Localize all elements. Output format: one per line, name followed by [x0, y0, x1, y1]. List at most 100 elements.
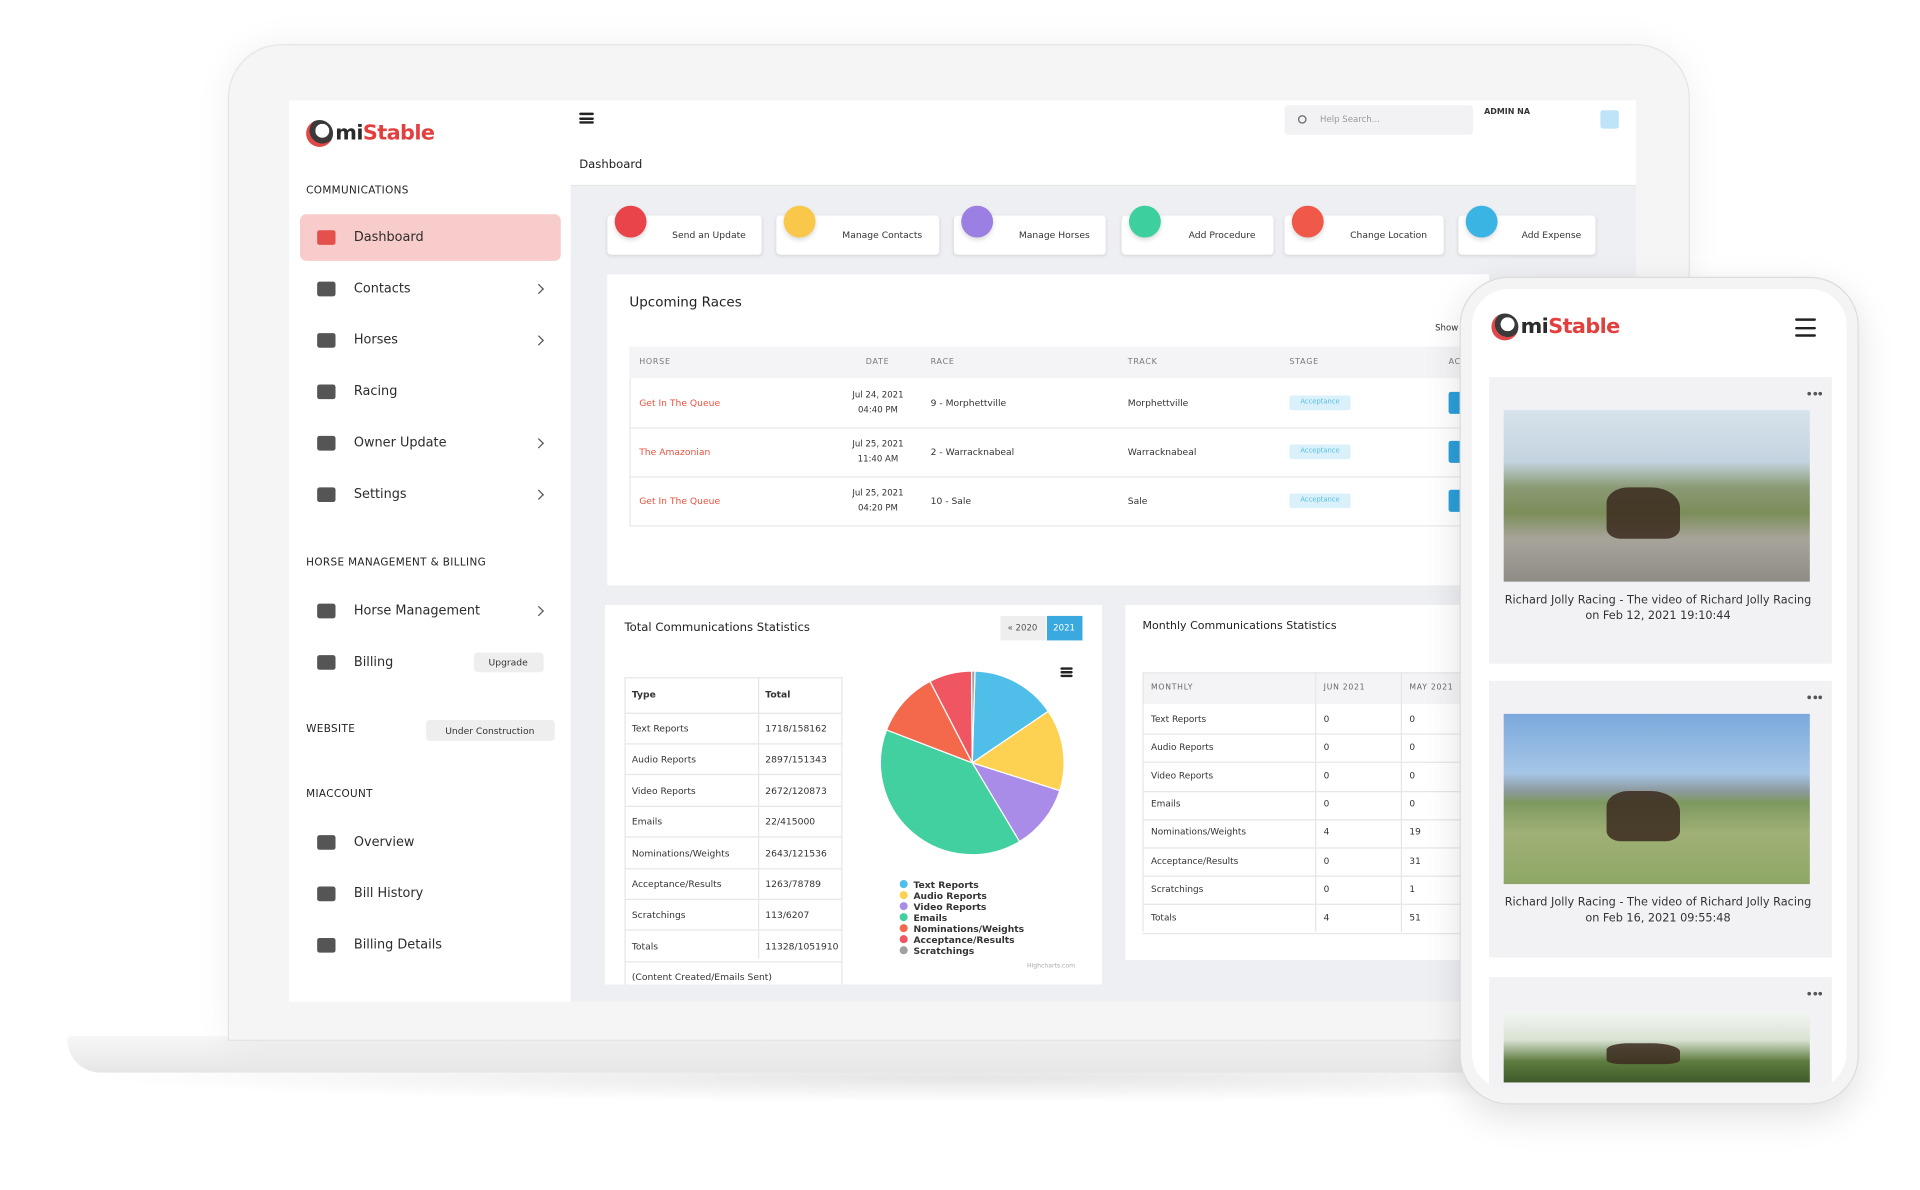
stat-type: Nominations/Weights: [631, 847, 730, 859]
stat-total: 113/6207: [765, 909, 810, 921]
stage-badge: [1289, 395, 1351, 411]
race-track: Morphettville: [1127, 397, 1189, 409]
row-divider: [629, 427, 1487, 429]
pie-slice: [970, 670, 976, 763]
monthly-value: 4: [1323, 911, 1330, 923]
menu-item[interactable]: Horse Management: [353, 603, 481, 619]
horse-link[interactable]: Get In The Queue: [639, 495, 721, 507]
stage-badge-text: Acceptance: [1300, 447, 1340, 456]
stat-total: 2643/121536: [765, 847, 827, 859]
race-name: 10 - Sale: [930, 495, 972, 507]
stat-total: 2672/120873: [765, 785, 827, 797]
menu-item[interactable]: Settings: [353, 486, 407, 502]
menu-item[interactable]: Billing: [353, 654, 394, 670]
logo-icon: [306, 119, 334, 147]
monthly-value: 31: [1409, 854, 1421, 866]
menu-icon: [317, 230, 336, 245]
menu-icon: [317, 835, 336, 850]
menu-icon: [317, 655, 336, 670]
card-title: Upcoming Races: [629, 294, 742, 311]
year-button-active[interactable]: [1046, 615, 1083, 641]
monthly-stats-card: [1125, 604, 1493, 961]
monthly-value: 0: [1409, 798, 1416, 810]
quick-action-label[interactable]: Add Expense: [1521, 229, 1582, 241]
stage-badge: [1289, 493, 1351, 509]
quick-action-label[interactable]: Change Location: [1350, 229, 1428, 241]
menu-item[interactable]: Horses: [353, 332, 399, 348]
sidebar-section-title: COMMUNICATIONS: [306, 184, 409, 198]
sidebar-section-title: MIACCOUNT: [306, 788, 373, 801]
race-date: Jul 24, 2021: [852, 390, 904, 401]
row-divider: [624, 929, 843, 931]
hamburger-bar: [1060, 674, 1073, 677]
races-card: [607, 274, 1489, 586]
quick-action-label[interactable]: Manage Horses: [1018, 229, 1090, 241]
pie-slice: [879, 729, 1021, 856]
monthly-value: 0: [1323, 712, 1330, 724]
post-menu-dot[interactable]: [1812, 991, 1817, 996]
quick-action-label[interactable]: Send an Update: [672, 229, 746, 241]
quick-action-label[interactable]: Add Procedure: [1188, 229, 1256, 241]
stage-badge-text: Acceptance: [1300, 398, 1340, 407]
chevron-icon: [533, 283, 544, 295]
page-title: Dashboard: [579, 158, 643, 172]
upgrade-badge[interactable]: [473, 652, 544, 673]
menu-item[interactable]: Overview: [353, 834, 415, 850]
legend-marker: [899, 946, 908, 955]
column-divider: [1400, 672, 1403, 932]
post-caption: Richard Jolly Racing - The video of Rich…: [1504, 895, 1812, 926]
post-menu-dot[interactable]: [1812, 391, 1817, 396]
search-box[interactable]: [1284, 105, 1474, 135]
hamburger-bar: [1795, 318, 1816, 322]
menu-icon: [317, 384, 336, 400]
column-header: MONTHLY: [1151, 683, 1194, 693]
brand-suffix: Stable: [1548, 314, 1620, 339]
row-divider: [624, 836, 843, 838]
year-label: 2021: [1053, 623, 1076, 633]
monthly-value: 0: [1323, 798, 1330, 810]
row-divider: [624, 898, 843, 900]
menu-icon: [317, 886, 336, 902]
race-track: Warracknabeal: [1127, 446, 1197, 458]
monthly-type: Scratchings: [1151, 883, 1204, 895]
menu-item[interactable]: Owner Update: [353, 435, 447, 451]
pie-slice: [885, 680, 974, 765]
post-menu-dot[interactable]: [1812, 695, 1817, 700]
post-menu-dot: [1818, 695, 1823, 700]
quick-action-icon: [1128, 205, 1161, 238]
monthly-value: 0: [1409, 712, 1416, 724]
race-name: 9 - Morphettville: [930, 397, 1007, 409]
horse-figure: [1606, 487, 1681, 539]
chevron-icon: [533, 438, 544, 449]
show-label: Show: [1435, 323, 1459, 333]
row-divider: [1142, 818, 1486, 821]
row-divider: [629, 525, 1487, 527]
menu-item[interactable]: Billing Details: [353, 937, 442, 953]
year-button[interactable]: [1000, 615, 1046, 641]
menu-item[interactable]: Dashboard: [353, 229, 424, 245]
pie-slice: [970, 761, 1061, 843]
row-divider: [624, 774, 843, 776]
status-badge: [426, 720, 555, 741]
menu-icon: [317, 435, 336, 451]
horse-link[interactable]: The Amazonian: [639, 446, 711, 458]
monthly-type: Acceptance/Results: [1151, 854, 1239, 866]
hamburger-bar: [1060, 667, 1073, 670]
menu-icon: [317, 487, 336, 503]
menu-item[interactable]: Contacts: [353, 281, 411, 296]
user-avatar[interactable]: [1600, 110, 1619, 129]
chevron-icon: [533, 335, 544, 346]
laptop-screen: Help Search... ADMIN NA Dashboard miStable C…: [288, 100, 1636, 1002]
legend-label: Audio Reports: [913, 891, 987, 902]
row-divider: [624, 867, 843, 869]
column-header: RACE: [930, 356, 955, 367]
chevron-icon: [533, 489, 544, 500]
sidebar-section-title: HORSE MANAGEMENT & BILLING: [306, 557, 487, 570]
horse-link[interactable]: Get In The Queue: [639, 397, 721, 409]
top-header: [570, 100, 1636, 187]
quick-action-label[interactable]: Manage Contacts: [842, 229, 923, 241]
menu-item[interactable]: Bill History: [353, 886, 424, 901]
menu-item[interactable]: Racing: [353, 384, 398, 399]
